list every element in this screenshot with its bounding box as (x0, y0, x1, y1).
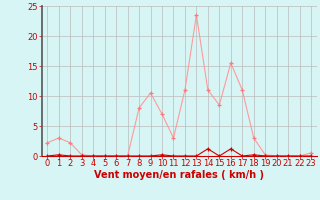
X-axis label: Vent moyen/en rafales ( km/h ): Vent moyen/en rafales ( km/h ) (94, 170, 264, 180)
